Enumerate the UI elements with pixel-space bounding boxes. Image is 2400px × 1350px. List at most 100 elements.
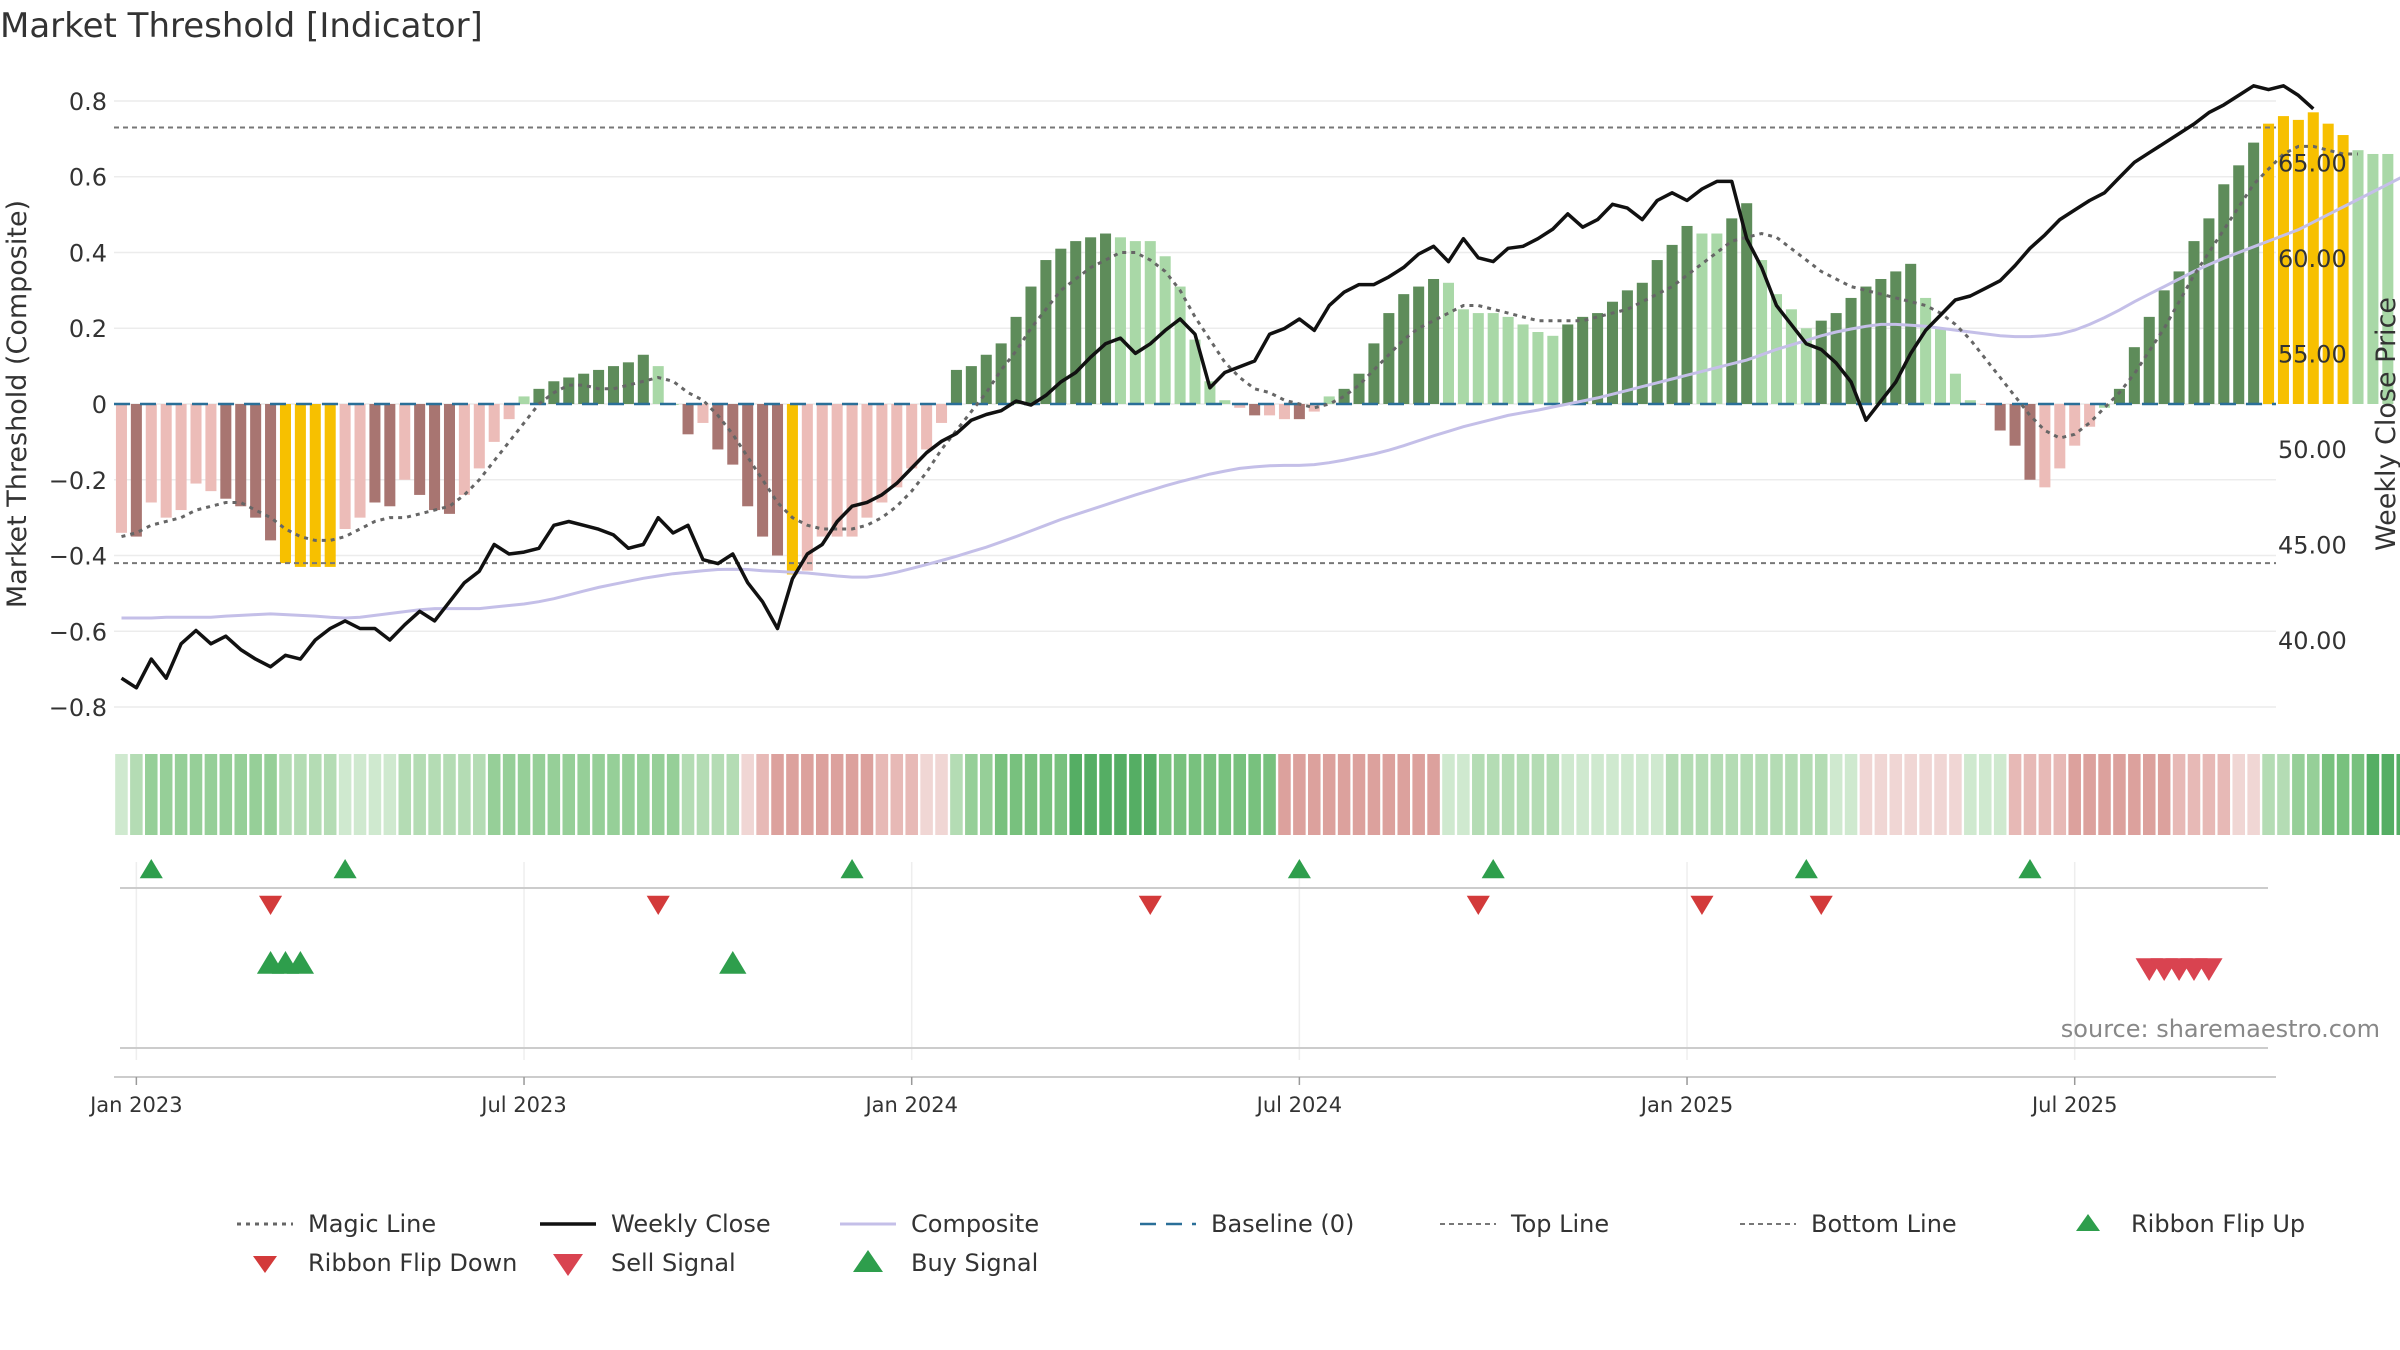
ribbon-cell — [1964, 754, 1977, 835]
ribbon-cell — [1576, 754, 1589, 835]
ribbon-cell — [443, 754, 456, 835]
ribbon-cell — [1486, 754, 1500, 835]
threshold-bar — [1144, 241, 1156, 404]
ribbon-flip-up-marker — [2018, 859, 2042, 879]
ribbon-cell — [905, 754, 918, 835]
ribbon-cell — [1472, 754, 1485, 835]
threshold-bar — [1383, 313, 1395, 404]
legend-layer: Magic Line Weekly Close Composite Baseline … — [237, 1210, 2305, 1277]
threshold-bar — [742, 404, 754, 507]
threshold-bar — [1293, 404, 1305, 420]
threshold-bar — [399, 404, 411, 480]
ribbon-cell — [2128, 754, 2141, 835]
x-tick-label: Jan 2023 — [88, 1093, 183, 1117]
ribbon-cell — [1293, 754, 1306, 835]
ribbon-cell — [1069, 754, 1082, 835]
threshold-bar — [414, 404, 426, 495]
threshold-bar — [235, 404, 247, 507]
ribbon-cell — [1352, 754, 1366, 835]
threshold-bar — [1696, 233, 1708, 404]
composite-line — [121, 176, 2400, 620]
threshold-bar — [1562, 324, 1574, 404]
threshold-bar — [324, 404, 336, 567]
ribbon-cell — [1427, 754, 1440, 835]
ribbon-cell — [1993, 754, 2007, 835]
threshold-bar — [2292, 119, 2304, 404]
threshold-bar — [2069, 404, 2081, 446]
ribbon-cell — [353, 754, 367, 835]
threshold-bar — [1413, 286, 1425, 404]
ribbon-cell — [2262, 754, 2275, 835]
threshold-bar — [1800, 328, 1812, 404]
ribbon-cell — [1621, 754, 1634, 835]
threshold-bar — [876, 404, 888, 503]
legend-swatch — [853, 1250, 883, 1272]
threshold-bar — [846, 404, 858, 537]
ribbon-cell — [1337, 754, 1351, 835]
threshold-bar — [1129, 241, 1141, 404]
threshold-bar — [697, 404, 709, 423]
ribbon-cell — [1203, 754, 1217, 835]
legend-label: Bottom Line — [1811, 1210, 1957, 1238]
ribbon-cell — [1397, 754, 1411, 835]
y-tick-label: −0.8 — [49, 694, 107, 722]
ribbon-cell — [2202, 754, 2216, 835]
threshold-bar — [354, 404, 366, 518]
ribbon-cell — [1188, 754, 1202, 835]
threshold-bar — [2352, 150, 2364, 404]
threshold-bar — [1338, 388, 1350, 404]
threshold-bar — [473, 404, 485, 469]
threshold-bar — [1815, 320, 1827, 404]
threshold-bar — [1204, 381, 1216, 404]
y2-tick-label: 40.00 — [2278, 627, 2347, 655]
x-tick-label: Jan 2025 — [1639, 1093, 1734, 1117]
threshold-bar — [593, 369, 605, 404]
threshold-bar — [995, 343, 1007, 404]
threshold-bar — [607, 366, 620, 404]
y-tick-label: −0.6 — [49, 618, 107, 646]
ribbon-cell — [1800, 754, 1813, 835]
ribbon-cell — [681, 754, 695, 835]
ribbon-cell — [502, 754, 516, 835]
y-tick-label: 0.2 — [69, 315, 107, 343]
threshold-bar — [1756, 260, 1768, 404]
y2-tick-label: 50.00 — [2278, 436, 2347, 464]
ribbon-cell — [860, 754, 874, 835]
ribbon-cell — [2098, 754, 2111, 835]
ribbon-cell — [234, 754, 248, 835]
threshold-bar — [175, 404, 187, 511]
ribbon-cell — [1263, 754, 1276, 835]
threshold-bar — [1636, 282, 1648, 404]
ribbon-cell — [875, 754, 889, 835]
legend-item: Sell Signal — [553, 1249, 736, 1277]
threshold-bar — [2128, 347, 2140, 404]
threshold-bar — [2263, 123, 2275, 404]
y2-tick-label: 55.00 — [2278, 340, 2347, 368]
threshold-bar — [384, 404, 396, 507]
buy-signal-marker — [286, 951, 315, 974]
threshold-bar — [1234, 404, 1246, 408]
ribbon-flip-down-marker — [1138, 895, 1162, 915]
threshold-bar — [1308, 404, 1320, 412]
ribbon-cell — [249, 754, 262, 835]
threshold-bar — [1935, 328, 1947, 404]
ribbon-cell — [2157, 754, 2171, 835]
ribbon-cell — [473, 754, 486, 835]
ribbon-cell — [2351, 754, 2365, 835]
threshold-bar — [1025, 286, 1037, 404]
legend-label: Weekly Close — [611, 1210, 771, 1238]
y2-tick-label: 45.00 — [2278, 531, 2347, 559]
threshold-bar — [637, 354, 649, 404]
buy-signal-marker — [719, 951, 747, 974]
threshold-bar — [1264, 404, 1276, 416]
ribbon-cell — [801, 754, 814, 835]
threshold-bar — [2233, 165, 2245, 404]
ribbon-cell — [1158, 754, 1172, 835]
threshold-bar — [294, 404, 306, 567]
legend-label: Ribbon Flip Up — [2131, 1210, 2305, 1238]
threshold-bar — [2113, 388, 2125, 404]
ribbon-cell — [771, 754, 784, 835]
threshold-bar — [2203, 218, 2215, 404]
threshold-bar — [2009, 404, 2021, 446]
